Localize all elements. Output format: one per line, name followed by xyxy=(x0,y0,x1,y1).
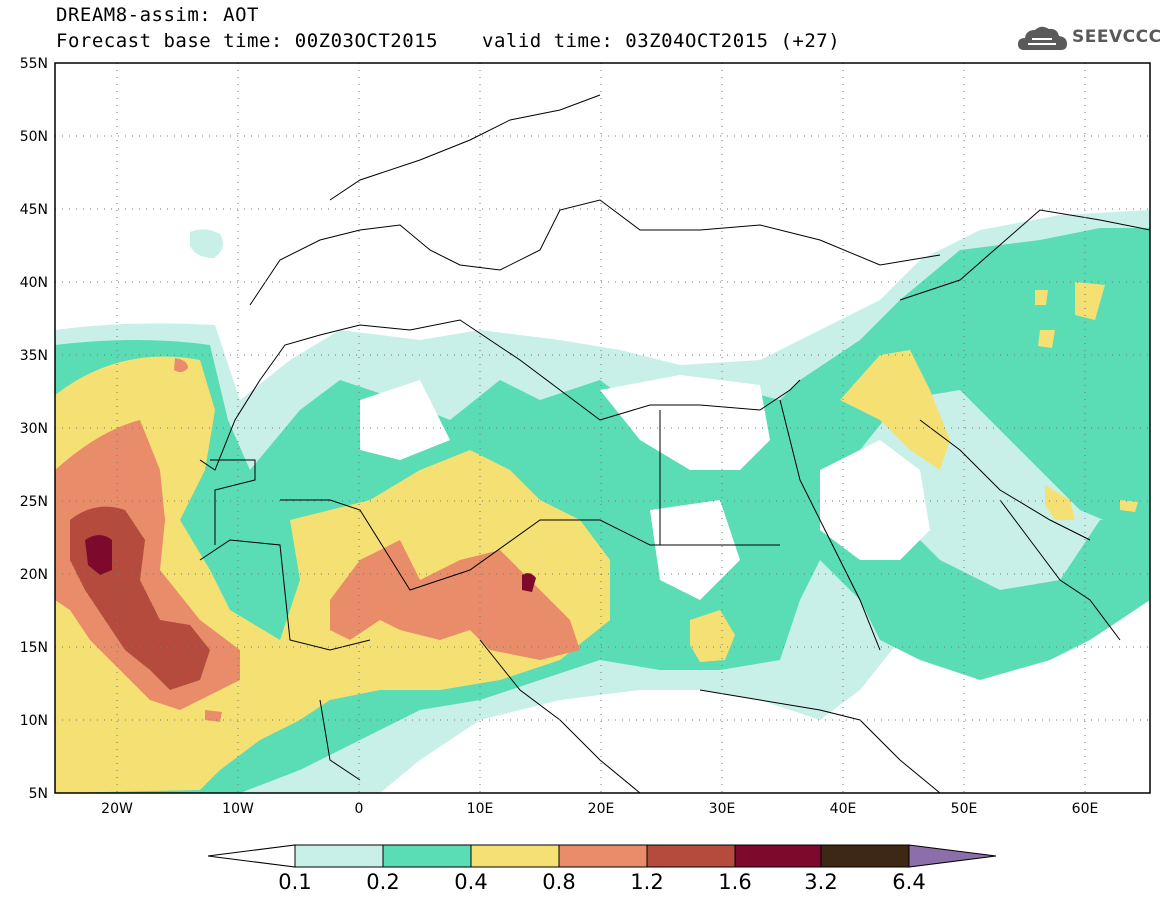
colorbar-label: 3.2 xyxy=(804,870,838,894)
lat-tick: 15N xyxy=(20,640,48,656)
lat-tick: 30N xyxy=(20,421,48,437)
cloud-icon xyxy=(1018,26,1067,50)
lon-tick: 40E xyxy=(830,801,857,817)
lon-tick: 50E xyxy=(951,801,978,817)
colorbar-swatch xyxy=(382,844,472,868)
lon-tick: 20W xyxy=(101,801,133,817)
colorbar-swatch xyxy=(470,844,560,868)
lat-tick: 40N xyxy=(20,275,48,291)
logo-text: SEEVCCC xyxy=(1072,27,1162,47)
lon-tick: 0 xyxy=(355,801,364,817)
lat-tick: 35N xyxy=(20,348,48,364)
forecast-base-time: Forecast base time: 00Z03OCT2015 xyxy=(56,30,439,52)
lon-tick: 20E xyxy=(588,801,615,817)
lat-tick: 45N xyxy=(20,202,48,218)
colorbar-label: 0.2 xyxy=(366,870,400,894)
map-frame xyxy=(54,62,1151,794)
lon-axis: 20W 10W 0 10E 20E 30E 40E 50E 60E xyxy=(101,801,1098,817)
colorbar-swatch xyxy=(734,844,822,868)
aot-field xyxy=(55,210,1150,793)
colorbar-over-arrow xyxy=(908,844,997,868)
colorbar-under-arrow xyxy=(207,844,296,868)
graticule xyxy=(55,63,1150,793)
colorbar-swatch xyxy=(820,844,910,868)
lat-tick: 5N xyxy=(29,786,48,802)
colorbar-swatch xyxy=(558,844,648,868)
colorbar-label: 1.6 xyxy=(718,870,752,894)
lat-axis: 55N 50N 45N 40N 35N 30N 25N 20N 15N 10N … xyxy=(20,56,48,802)
colorbar-swatch xyxy=(646,844,736,868)
lat-tick: 55N xyxy=(20,56,48,72)
colorbar-label: 0.4 xyxy=(454,870,488,894)
lat-tick: 20N xyxy=(20,567,48,583)
lon-tick: 60E xyxy=(1072,801,1099,817)
colorbar-label: 6.4 xyxy=(892,870,926,894)
lat-tick: 25N xyxy=(20,494,48,510)
map-title: DREAM8-assim: AOT xyxy=(56,4,259,26)
colorbar xyxy=(207,844,997,868)
lon-tick: 30E xyxy=(709,801,736,817)
lat-tick: 10N xyxy=(20,713,48,729)
colorbar-label: 0.8 xyxy=(542,870,576,894)
colorbar-label: 1.2 xyxy=(630,870,664,894)
colorbar-label: 0.1 xyxy=(278,870,312,894)
valid-time: valid time: 03Z04OCT2015 (+27) xyxy=(482,30,841,52)
lat-tick: 50N xyxy=(20,129,48,145)
lon-tick: 10W xyxy=(222,801,254,817)
borders xyxy=(199,94,1150,793)
colorbar-swatch xyxy=(294,844,384,868)
lon-tick: 10E xyxy=(467,801,494,817)
